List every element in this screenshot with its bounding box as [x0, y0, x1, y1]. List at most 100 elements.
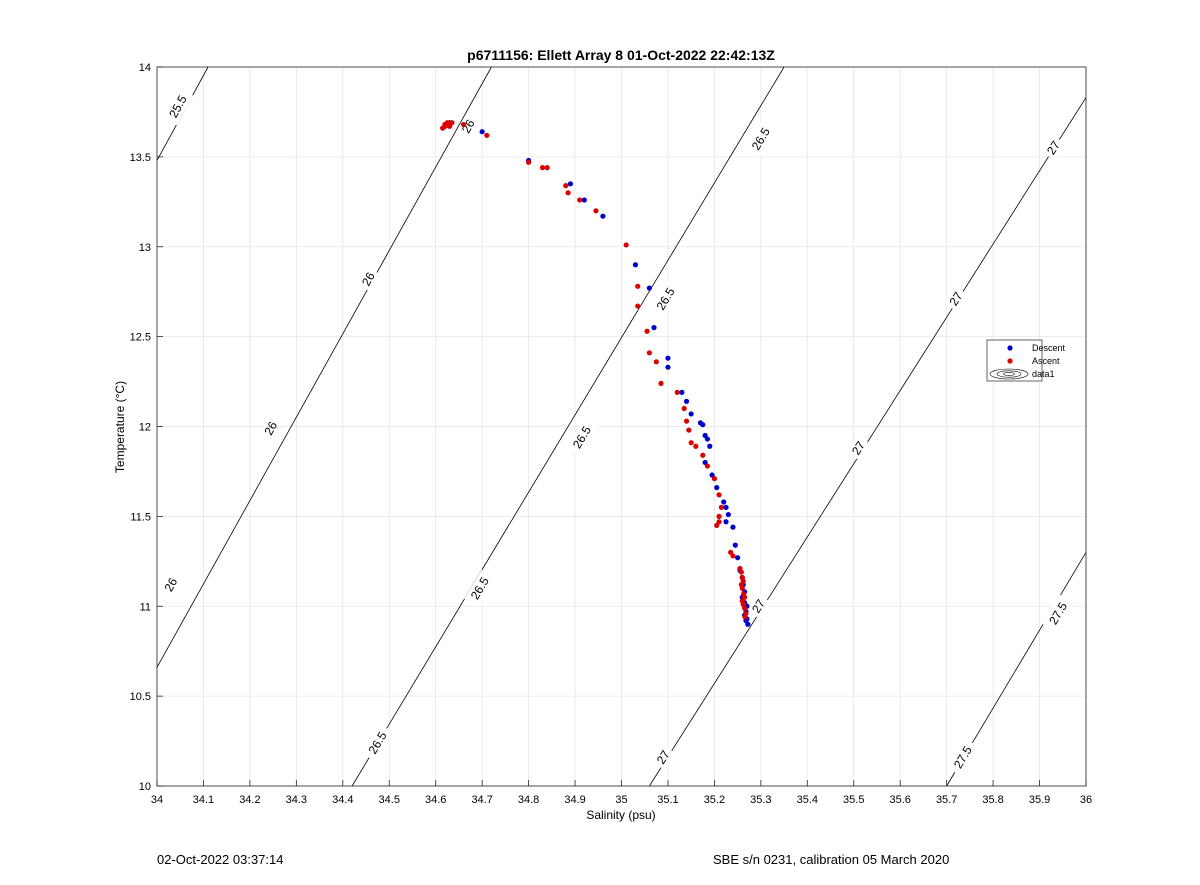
ascent-point: [635, 303, 641, 309]
x-tick-label: 34.1: [193, 794, 214, 806]
descent-point: [707, 443, 713, 449]
contour-label-group: 26.5: [745, 120, 777, 158]
contour-label-group: 27: [746, 593, 771, 619]
ascent-point: [716, 492, 722, 498]
contour-label-bg: [846, 435, 871, 461]
x-tick-label: 34.7: [471, 794, 492, 806]
ascent-point: [565, 190, 571, 196]
contour-label-group: 27.5: [947, 738, 979, 776]
ascent-point: [484, 132, 490, 138]
x-tick-label: 35: [615, 794, 627, 806]
x-tick-label: 35.3: [750, 794, 771, 806]
ascent-point: [526, 159, 532, 165]
ascent-point: [742, 614, 748, 620]
descent-point: [723, 504, 729, 510]
descent-point: [714, 485, 720, 491]
ascent-point: [653, 359, 659, 365]
contour-label-group: 26.5: [464, 569, 496, 607]
x-tick-label: 36: [1080, 794, 1092, 806]
footer-timestamp: 02-Oct-2022 03:37:14: [157, 852, 284, 867]
ascent-point: [739, 585, 745, 591]
contour-label-group: 26: [159, 572, 183, 598]
x-tick-label: 35.1: [657, 794, 678, 806]
contour-label: 26: [359, 270, 378, 289]
y-tick-label: 10: [139, 781, 151, 793]
contour-label-bg: [746, 593, 771, 619]
x-tick-label: 34.2: [239, 794, 260, 806]
x-tick-label: 34: [151, 794, 163, 806]
descent-point: [730, 524, 736, 530]
y-tick-label: 12: [139, 422, 151, 434]
ascent-point: [623, 242, 629, 248]
contour-label-group: 26: [456, 113, 481, 139]
x-tick-label: 35.8: [982, 794, 1003, 806]
contour-label-group: 26: [356, 266, 381, 292]
ascent-point: [711, 476, 718, 482]
density-contours: 25.5 26 26 26 26 26.5 26.5 26.5 26.5 26.5 27 27 27 27…: [156, 66, 1087, 787]
y-tick-label: 11: [140, 601, 151, 613]
contour-label-bg: [651, 744, 676, 770]
legend-descent-label: Descent: [1032, 343, 1066, 353]
data-points: [440, 120, 751, 627]
descent-point: [704, 436, 711, 442]
contour-label: 26: [162, 575, 181, 594]
contour-label-group: 27: [846, 435, 871, 461]
descent-point: [665, 364, 671, 370]
ascent-point: [646, 350, 652, 356]
descent-point: [665, 355, 671, 361]
legend[interactable]: Descent Ascent data1: [986, 339, 1066, 382]
contour-label-group: 25.5: [162, 87, 194, 126]
descent-point: [679, 389, 685, 395]
y-tick-label: 13.5: [130, 152, 151, 164]
ascent-point: [449, 120, 455, 126]
contour-label: 26: [261, 419, 280, 438]
descent-point: [651, 325, 657, 331]
descent-point: [683, 398, 690, 404]
legend-ascent-marker: [1007, 358, 1013, 364]
contour-label-group: 27: [1041, 135, 1066, 161]
ascent-point: [741, 605, 748, 611]
y-axis-label: Temperature (°C): [113, 381, 127, 473]
legend-data1-label: data1: [1032, 369, 1055, 379]
y-tick-label: 14: [139, 62, 151, 74]
contour-label-bg: [745, 120, 777, 158]
ascent-point: [544, 165, 550, 171]
ascent-point: [577, 197, 583, 203]
contour-label-group: 27.5: [1042, 594, 1074, 633]
contour-label-bg: [456, 113, 481, 139]
contour-label-bg: [1042, 594, 1074, 633]
ascent-point: [693, 443, 699, 449]
contour-label-bg: [464, 569, 496, 607]
footer-calibration-info: SBE s/n 0231, calibration 05 March 2020: [713, 852, 950, 867]
contour-label-bg: [566, 418, 598, 456]
ascent-point: [674, 389, 680, 395]
ascent-point: [700, 452, 706, 458]
x-axis-label: Salinity (psu): [586, 808, 655, 822]
ascent-point: [718, 504, 724, 510]
ascent-point: [683, 418, 690, 424]
x-tick-label: 34.6: [425, 794, 446, 806]
x-tick-label: 35.7: [936, 794, 957, 806]
y-tick-label: 11.5: [130, 511, 151, 523]
x-tick-label: 35.9: [1029, 794, 1050, 806]
descent-point: [700, 422, 706, 428]
x-tick-label: 35.4: [797, 794, 818, 806]
contour-label-group: 27: [943, 286, 969, 312]
density-contour-26.5: [351, 66, 785, 787]
grid-lines: [156, 66, 1087, 787]
x-tick-label: 34.5: [379, 794, 400, 806]
x-axis-ticks: 34 34.1 34.2 34.3 34.4 34.5 34.6 34.7 34.8 34.9 35…: [151, 780, 1092, 806]
y-tick-label: 13: [139, 242, 151, 254]
contour-label-bg: [162, 87, 194, 126]
ascent-point: [539, 165, 546, 171]
x-tick-label: 34.9: [564, 794, 585, 806]
contour-label-bg: [943, 286, 969, 312]
legend-contour-icon: [989, 368, 1029, 380]
descent-point: [721, 499, 727, 505]
descent-point: [723, 519, 729, 525]
contour-label-group: 26.5: [566, 418, 598, 456]
contour-label-group: 27: [651, 744, 676, 770]
x-tick-label: 34.4: [332, 794, 353, 806]
contour-label-group: 26.5: [362, 724, 394, 762]
